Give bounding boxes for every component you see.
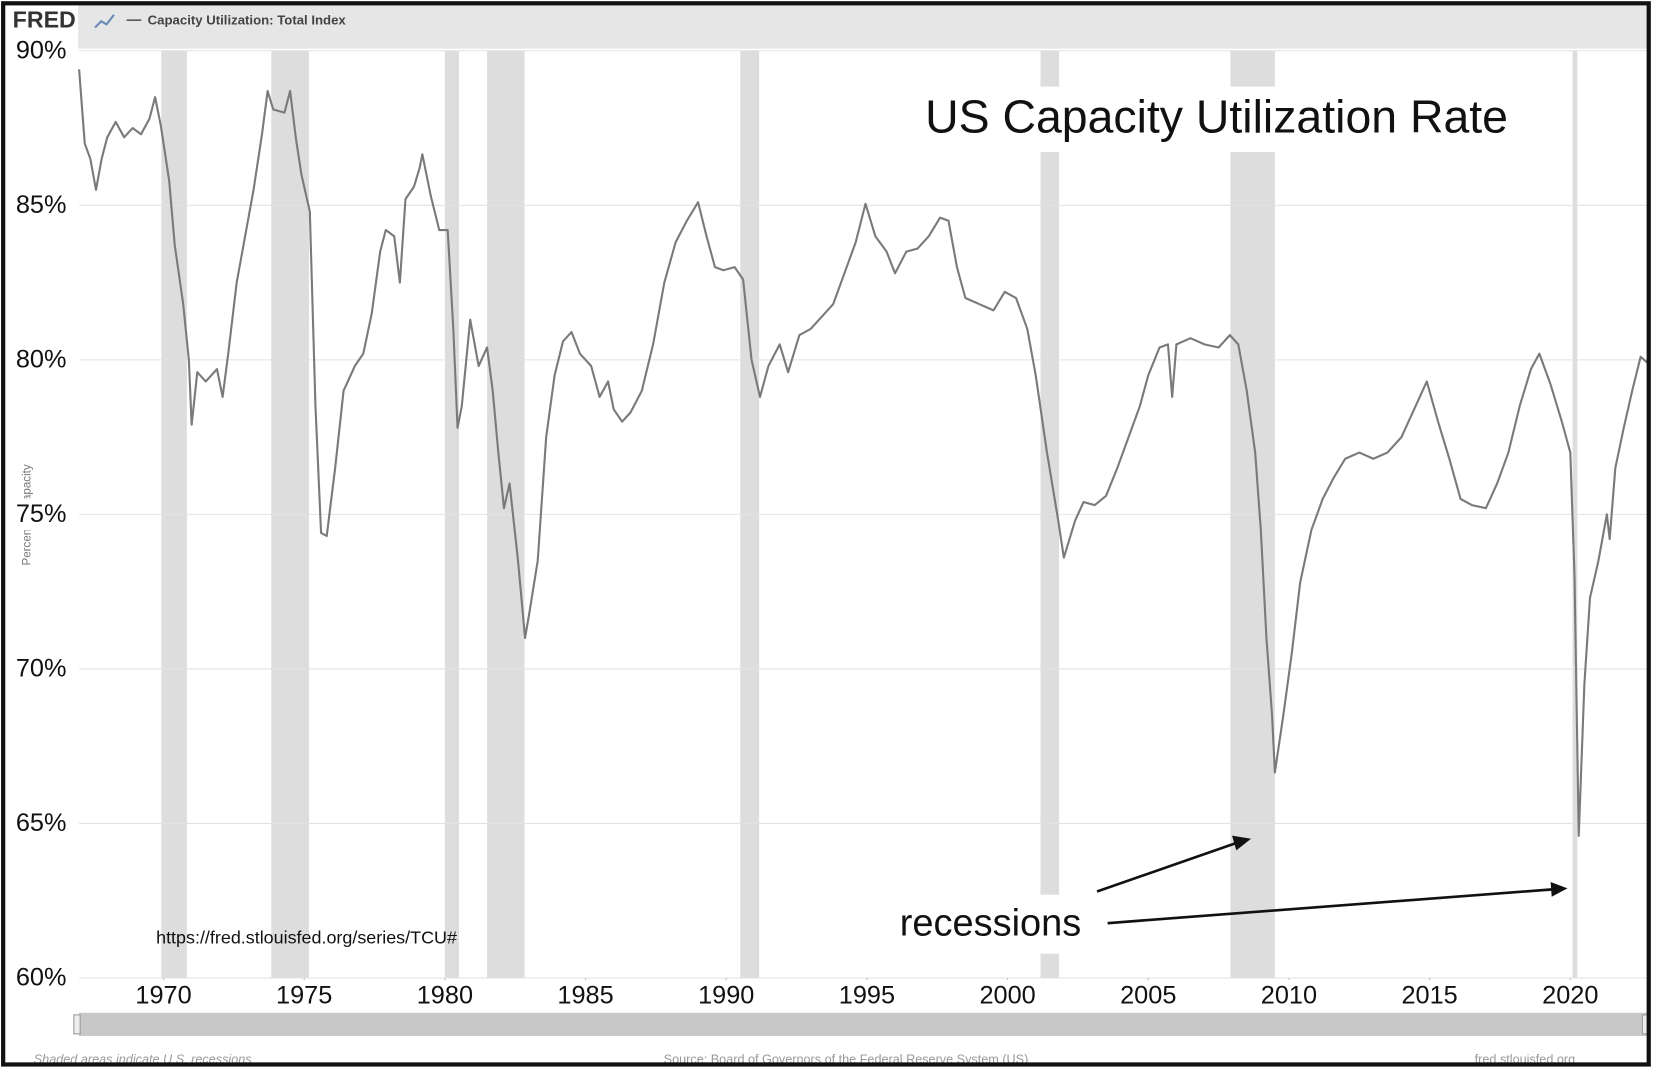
- x-tick-label-background: [1394, 980, 1465, 1012]
- y-tick-label: 65%: [16, 809, 67, 837]
- y-tick-label: 90%: [16, 37, 67, 65]
- left-margin: [4, 4, 79, 1060]
- y-tick-label-background: [12, 34, 76, 67]
- y-tick-label-background: [12, 807, 76, 840]
- series-line: [78, 69, 1649, 837]
- x-tick-label-background: [1254, 980, 1324, 1012]
- annotation: recessions: [900, 902, 1081, 944]
- x-tick-label-background: [691, 980, 762, 1012]
- y-tick-label-background: [12, 498, 76, 531]
- x-tick-label: 1990: [698, 982, 754, 1010]
- arrow-shaft: [1107, 888, 1553, 925]
- x-tick-label: 1980: [417, 982, 473, 1010]
- y-tick-label-background: [12, 344, 76, 376]
- x-tick-label-background: [410, 980, 480, 1012]
- x-tick-label: 1985: [557, 982, 613, 1010]
- x-tick-label-background: [972, 980, 1043, 1012]
- y-tick-label-background: [12, 189, 76, 222]
- x-tick-label-background: [832, 980, 902, 1012]
- chart-title: US Capacity Utilization Rate: [925, 91, 1508, 143]
- x-tick-label: 1975: [276, 982, 332, 1010]
- url-note: https://fred.stlouisfed.org/series/TCU#: [156, 928, 457, 948]
- y-tick-label: 80%: [16, 346, 67, 374]
- title-background: [917, 86, 1567, 153]
- x-tick-label: 2005: [1120, 982, 1176, 1010]
- x-tick-label: 1970: [135, 982, 191, 1010]
- navigator-handle[interactable]: [73, 1014, 81, 1035]
- y-tick-label: 60%: [16, 964, 67, 992]
- y-tick-label-background: [12, 653, 76, 685]
- navigator[interactable]: [79, 1012, 1648, 1036]
- arrow-head: [1232, 835, 1252, 851]
- x-tick-label: 2000: [979, 982, 1035, 1010]
- x-tick-label: 2015: [1401, 982, 1457, 1010]
- y-tick-label: 85%: [16, 191, 67, 219]
- x-tick-label-background: [1113, 980, 1184, 1012]
- header-bar: [4, 4, 1648, 49]
- brand: FRED: [13, 6, 76, 32]
- x-tick-label-background: [269, 980, 340, 1012]
- x-tick-label: 1995: [839, 982, 895, 1010]
- x-tick-label: 2020: [1542, 982, 1598, 1010]
- y-tick-label: 70%: [16, 655, 67, 683]
- x-tick-label: 2010: [1261, 982, 1317, 1010]
- brand-icon: [94, 14, 115, 29]
- y-tick-label-background: [12, 962, 76, 994]
- x-tick-label-background: [550, 980, 621, 1012]
- annotation-background: [891, 894, 1108, 954]
- series-title: Capacity Utilization: Total Index: [148, 13, 347, 28]
- x-tick-label-background: [128, 980, 199, 1012]
- arrow-head: [1550, 881, 1568, 897]
- arrow-shaft: [1096, 841, 1237, 893]
- y-tick-label: 75%: [16, 500, 67, 528]
- x-tick-label-background: [1535, 980, 1606, 1012]
